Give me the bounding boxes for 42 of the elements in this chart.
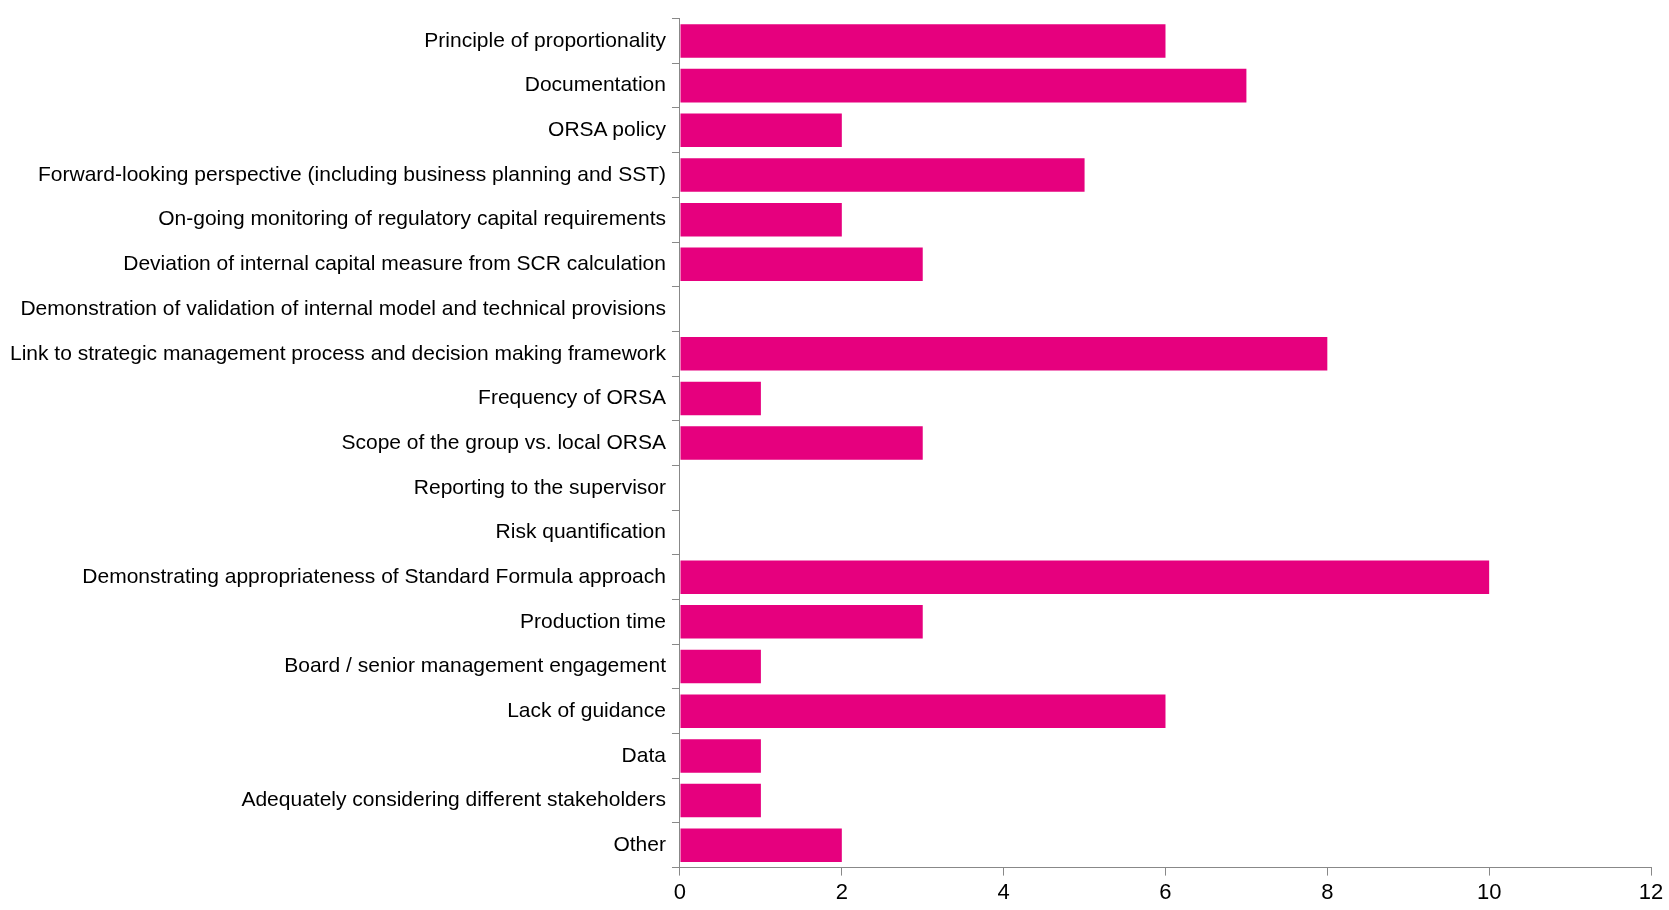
y-tick-label: Demonstration of validation of internal model and technical provisions [20,295,666,319]
bar [680,739,761,773]
bar [680,560,1490,594]
x-tick-label: 10 [1476,878,1502,904]
x-tick-label: 0 [673,878,687,904]
y-tick-label: Production time [520,608,666,632]
y-tick-label: Scope of the group vs. local ORSA [341,429,666,453]
bar [680,649,761,684]
y-tick-label: Link to strategic management process and decision making framework [10,340,667,364]
bar [680,68,1247,103]
y-tick-label: Data [621,742,667,766]
bar [680,828,842,863]
bar [680,426,923,460]
y-tick-label: Risk quantification [495,519,666,543]
y-tick-label: ORSA policy [548,117,667,141]
y-tick-label: On-going monitoring of regulatory capital requirements [158,206,666,230]
y-tick-label: Demonstrating appropriateness of Standard Formula approach [82,563,666,587]
y-tick-label: Deviation of internal capital measure from SCR calculation [123,251,666,275]
bar [680,605,923,639]
x-tick-label: 8 [1321,878,1334,904]
bar [680,336,1328,371]
y-tick-label: Forward-looking perspective (including business planning and SST) [37,161,666,185]
x-tick-label: 2 [835,878,848,904]
y-tick-label: Principle of proportionality [424,27,667,51]
x-tick-label: 12 [1638,878,1664,904]
y-tick-label: Other [613,832,666,856]
y-tick-label: Documentation [524,72,666,96]
bar [680,158,1085,192]
x-tick-label: 6 [1159,878,1172,904]
y-tick-label: Lack of guidance [507,698,666,721]
y-tick-label: Frequency of ORSA [478,385,666,409]
bar [680,113,842,148]
y-tick-label: Adequately considering different stakeholders [241,787,666,811]
y-tick-label: Board / senior management engagement [284,653,667,677]
bar [680,247,923,282]
y-tick-label: Reporting to the supervisor [413,474,666,498]
bar [680,202,842,237]
bar [680,24,1166,58]
bar [680,694,1166,728]
x-tick-label: 4 [997,878,1010,904]
bar [680,783,761,818]
bar [680,381,761,416]
